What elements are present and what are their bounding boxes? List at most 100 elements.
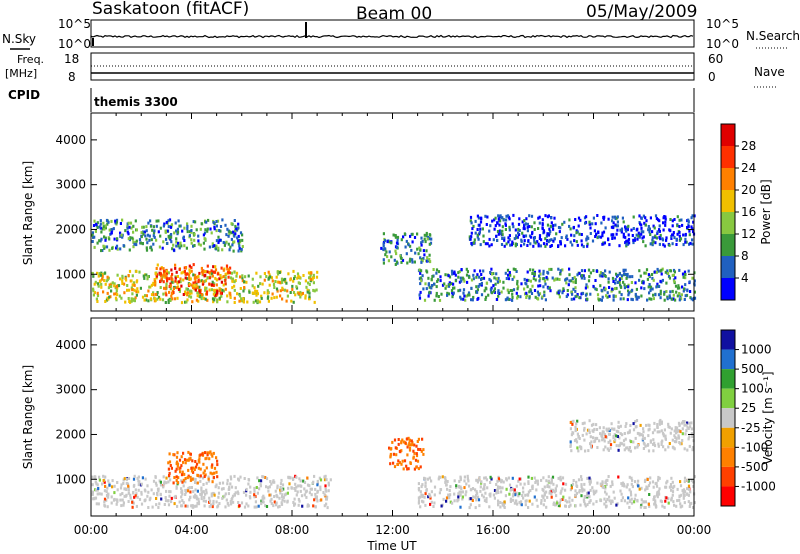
power-pixel (233, 284, 236, 288)
power-pixel (504, 228, 507, 231)
velocity-pixel (691, 446, 695, 449)
velocity-pixel (670, 476, 673, 480)
power-pixel (186, 298, 189, 302)
power-pixel (494, 216, 497, 220)
power-pixel (458, 280, 461, 284)
velocity-pixel (588, 428, 591, 432)
power-pixel (215, 229, 218, 233)
velocity-pixel (167, 467, 170, 471)
power-pixel (110, 289, 113, 293)
power-pixel (550, 267, 553, 271)
velocity-pixel (197, 502, 201, 506)
velocity-ytick-label: 3000 (55, 383, 86, 397)
velocity-pixel (483, 476, 486, 480)
power-colorbar-swatch (721, 212, 735, 234)
velocity-pixel (239, 475, 242, 479)
power-pixel (554, 223, 557, 227)
power-pixel (654, 214, 658, 218)
velocity-pixels (91, 418, 696, 510)
power-pixel (271, 279, 274, 283)
velocity-pixel (502, 480, 505, 484)
power-pixel (504, 223, 507, 227)
power-pixel (202, 233, 205, 237)
power-pixel (101, 274, 104, 278)
power-pixel (104, 226, 107, 230)
power-pixel (435, 294, 438, 298)
power-pixel (492, 284, 495, 288)
power-pixel (658, 285, 661, 288)
power-pixel (263, 291, 266, 295)
power-pixel (219, 229, 222, 233)
power-pixel (227, 275, 230, 279)
velocity-pixel (157, 487, 160, 491)
velocity-pixel (686, 421, 689, 425)
power-pixel (91, 233, 94, 237)
power-pixel (158, 245, 161, 249)
power-pixel (215, 283, 218, 287)
velocity-pixel (687, 479, 690, 483)
velocity-pixel (160, 497, 163, 501)
velocity-pixel (206, 453, 209, 457)
power-pixel (450, 282, 453, 286)
power-pixel (465, 294, 468, 298)
power-pixel (454, 273, 457, 277)
power-pixel (478, 283, 481, 286)
power-pixel (119, 222, 122, 225)
x-tick-label: 04:00 (174, 523, 209, 537)
velocity-pixel (393, 465, 397, 469)
velocity-pixel (670, 427, 673, 431)
velocity-pixel (421, 499, 424, 503)
power-pixel (428, 242, 431, 246)
power-pixel (642, 235, 645, 239)
power-pixel (615, 286, 618, 290)
velocity-pixel (565, 500, 569, 504)
velocity-pixel (314, 487, 317, 491)
power-pixel (515, 234, 518, 238)
power-pixel (312, 288, 315, 292)
velocity-pixel (127, 477, 131, 480)
power-pixel (564, 278, 567, 282)
velocity-pixel (621, 483, 624, 487)
velocity-pixel (536, 479, 539, 483)
power-pixel (213, 225, 216, 229)
velocity-pixel (628, 499, 632, 503)
power-pixel (493, 289, 496, 293)
power-pixel (161, 246, 164, 250)
power-pixel (428, 257, 431, 261)
velocity-pixel (103, 500, 106, 504)
velocity-pixel (648, 423, 651, 427)
velocity-pixel (199, 467, 202, 471)
velocity-pixel (554, 489, 557, 493)
power-pixel (224, 287, 227, 291)
power-pixel (423, 237, 426, 241)
velocity-pixel (620, 492, 623, 496)
power-pixel (508, 228, 511, 232)
velocity-pixel (102, 479, 105, 482)
velocity-pixel (654, 503, 657, 507)
power-pixel (201, 280, 204, 284)
velocity-pixel (480, 480, 483, 484)
velocity-pixel (445, 496, 449, 500)
power-pixel (149, 246, 152, 250)
power-pixel (624, 268, 627, 272)
velocity-pixel (289, 476, 292, 480)
velocity-colorbar-tick-label: 100 (741, 382, 764, 396)
velocity-pixel (628, 505, 631, 509)
velocity-pixel (592, 492, 596, 496)
velocity-pixel (400, 462, 403, 466)
power-pixel (466, 270, 469, 274)
velocity-pixel (497, 477, 500, 481)
velocity-pixel (562, 482, 565, 486)
velocity-pixel (325, 489, 328, 493)
velocity-pixel (163, 482, 166, 486)
velocity-pixel (190, 466, 193, 470)
velocity-pixel (119, 498, 122, 502)
velocity-pixel (639, 505, 642, 509)
power-pixel (520, 238, 523, 242)
velocity-pixel (589, 435, 592, 439)
power-pixel (557, 267, 560, 271)
power-pixel (93, 235, 96, 239)
power-pixel (668, 243, 671, 247)
velocity-pixel (513, 501, 516, 505)
